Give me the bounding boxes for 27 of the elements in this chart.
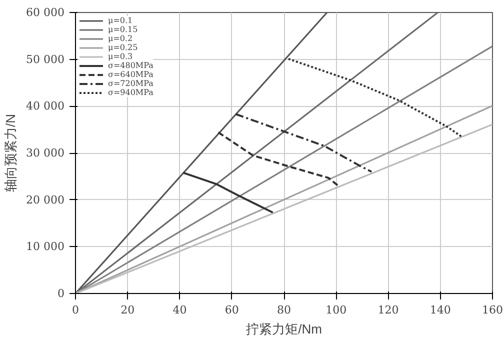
x-axis-title: 拧紧力矩/Nm: [246, 322, 322, 336]
legend-label: σ=480MPa: [108, 61, 154, 70]
y-tick-label: 10 000: [26, 240, 65, 254]
y-tick-label: 60 000: [26, 6, 65, 19]
x-tick-label: 160: [482, 304, 503, 316]
x-tick-label: 140: [430, 304, 451, 316]
x-tick-label: 40: [172, 304, 187, 316]
x-tick-label: 80: [277, 304, 291, 316]
x-tick-label: 100: [326, 304, 347, 316]
y-axis-title: 轴向预紧力/N: [3, 114, 18, 192]
legend-label: μ=0.2: [108, 34, 133, 43]
legend-label: μ=0.25: [108, 43, 138, 52]
y-tick-label: 40 000: [26, 100, 65, 113]
y-tick-label: 30 000: [26, 146, 65, 160]
legend-label: μ=0.1: [108, 16, 133, 25]
x-tick-label: 0: [72, 304, 79, 316]
x-tick-label: 20: [120, 304, 135, 316]
legend-label: μ=0.15: [108, 25, 138, 34]
y-tick-label: 0: [58, 287, 64, 300]
legend-label: σ=940MPa: [108, 88, 154, 97]
x-tick-label: 120: [378, 304, 399, 316]
legend-label: μ=0.3: [108, 52, 133, 61]
y-tick-label: 50 000: [26, 52, 65, 66]
y-tick-label: 20 000: [26, 193, 65, 206]
legend-label: σ=720MPa: [108, 79, 154, 88]
x-tick-label: 60: [224, 304, 239, 316]
legend-label: σ=640MPa: [108, 70, 154, 79]
